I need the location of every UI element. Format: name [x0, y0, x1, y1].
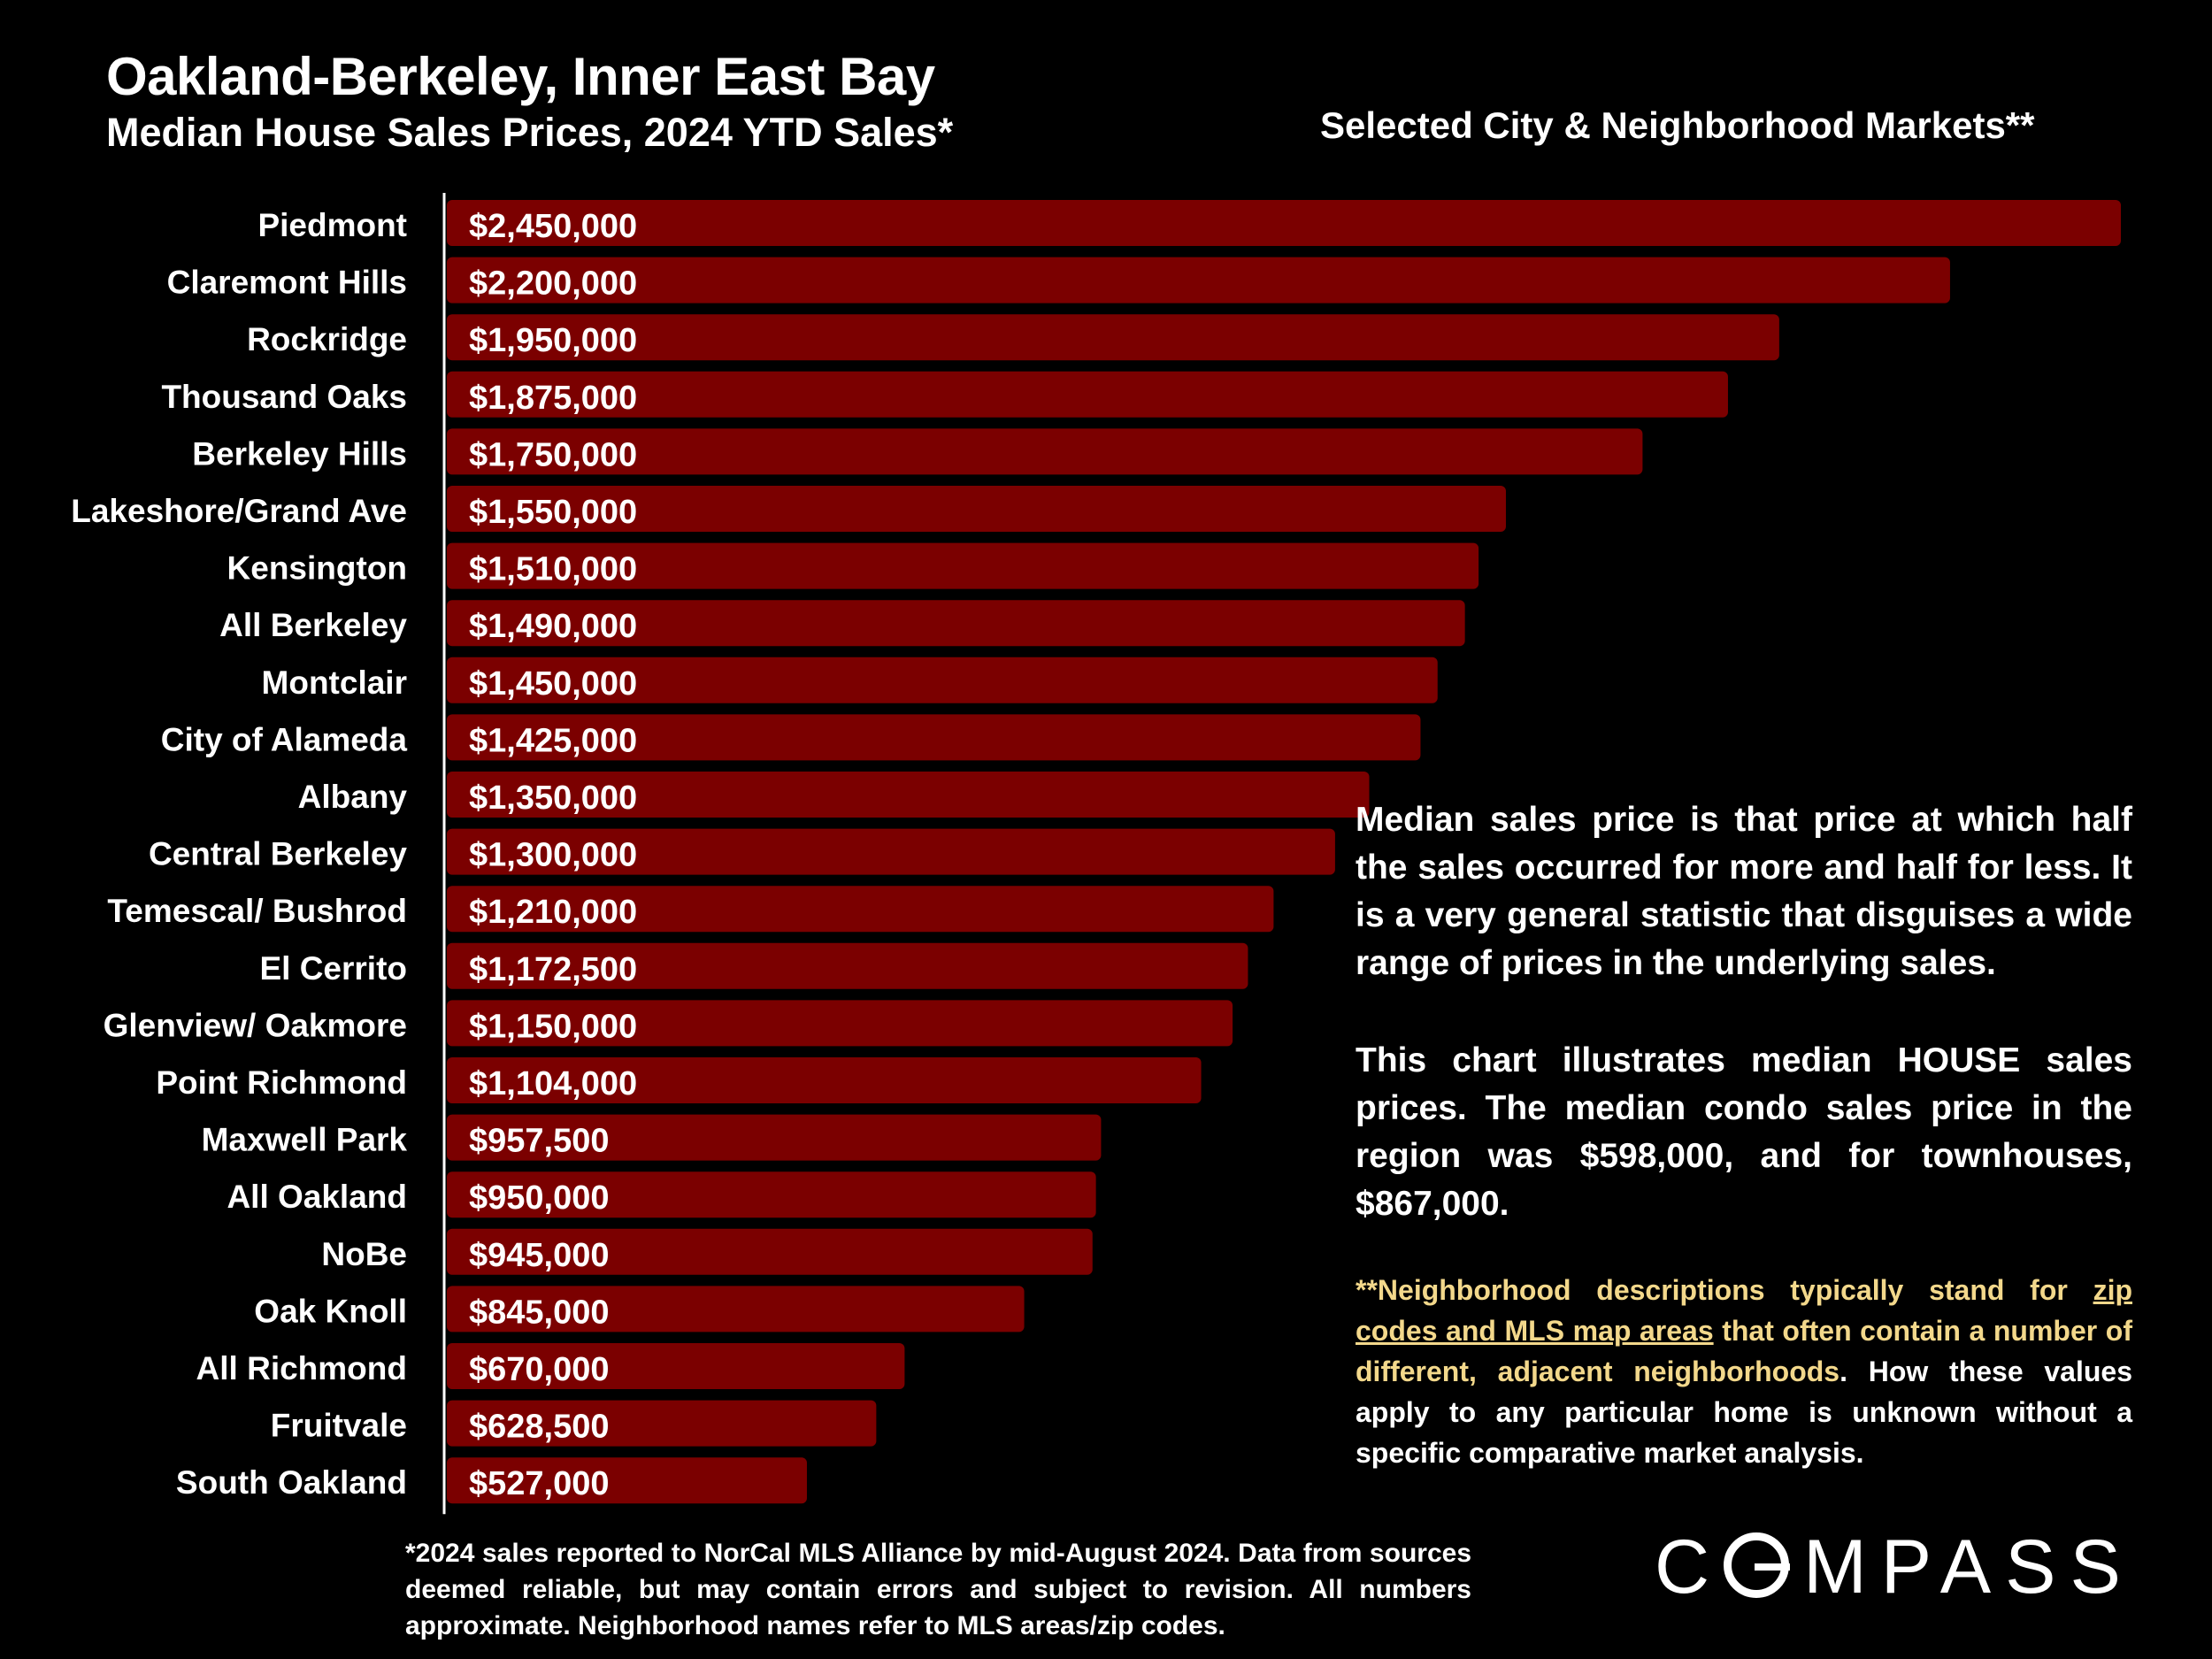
data-label: $2,450,000: [469, 208, 637, 245]
data-label: $2,200,000: [469, 265, 637, 303]
bar: [447, 1114, 1102, 1161]
footnote: *2024 sales reported to NorCal MLS Allia…: [405, 1539, 1471, 1640]
category-label: Berkeley Hills: [192, 435, 407, 472]
bar: [447, 542, 1479, 589]
data-label: $1,425,000: [469, 722, 637, 759]
category-label: City of Alameda: [161, 721, 408, 757]
data-label: $1,210,000: [469, 894, 637, 931]
bar: [447, 257, 1950, 303]
section-heading: Selected City & Neighborhood Markets**: [1320, 104, 2035, 146]
data-label: $628,500: [469, 1409, 610, 1446]
category-label: Oak Knoll: [254, 1293, 407, 1329]
neighborhood-note-part2: that often contain a number of different…: [1356, 1315, 2133, 1387]
category-label: Albany: [298, 779, 408, 815]
bar: [447, 714, 1421, 761]
bar: [447, 1457, 807, 1504]
data-label: $1,172,500: [469, 951, 637, 988]
house-price-note: This chart illustrates median HOUSE sale…: [1356, 1041, 2132, 1223]
bar: [447, 600, 1465, 647]
data-label: $1,104,000: [469, 1065, 637, 1102]
logo-o-icon: [1724, 1532, 1791, 1598]
bar: [447, 1343, 905, 1389]
logo-letter-c: C: [1655, 1525, 1724, 1609]
category-label: Point Richmond: [156, 1064, 407, 1101]
category-label: Temescal/ Bushrod: [107, 893, 407, 929]
category-label: Thousand Oaks: [161, 379, 407, 415]
data-label: $670,000: [469, 1351, 610, 1388]
bar: [447, 1400, 877, 1447]
bar: [447, 657, 1438, 703]
data-label: $1,450,000: [469, 665, 637, 703]
category-label: El Cerrito: [259, 950, 407, 987]
data-label: $957,500: [469, 1123, 610, 1160]
data-label: $1,510,000: [469, 551, 637, 588]
bar: [447, 828, 1335, 875]
data-label: $1,150,000: [469, 1008, 637, 1045]
category-label: Claremont Hills: [167, 265, 407, 301]
data-label: $845,000: [469, 1294, 610, 1331]
bar: [447, 428, 1643, 475]
category-label: Lakeshore/Grand Ave: [71, 493, 407, 529]
bar: [447, 886, 1274, 933]
category-label: Glenview/ Oakmore: [104, 1007, 407, 1043]
category-label: NoBe: [321, 1236, 407, 1272]
neighborhood-note-link[interactable]: zip codes and MLS map areas: [1356, 1274, 2132, 1347]
category-label: South Oakland: [176, 1464, 407, 1501]
neighborhood-note-part1: **Neighborhood descriptions typically st…: [1356, 1274, 2093, 1306]
bar: [447, 1000, 1233, 1047]
bar: [447, 942, 1248, 989]
category-label: Fruitvale: [271, 1408, 407, 1444]
chart-subtitle: Median House Sales Prices, 2024 YTD Sale…: [106, 110, 954, 155]
bar: [447, 1171, 1096, 1218]
data-label: $1,550,000: [469, 494, 637, 531]
data-label: $945,000: [469, 1237, 610, 1274]
data-label: $1,750,000: [469, 436, 637, 473]
data-label: $1,875,000: [469, 380, 637, 417]
category-label: All Berkeley: [219, 607, 407, 643]
category-label: Central Berkeley: [149, 836, 407, 872]
neighborhood-note: **Neighborhood descriptions typically st…: [1356, 1270, 2132, 1473]
data-label: $527,000: [469, 1465, 610, 1502]
bar-chart: Piedmont $2,450,000 Claremont Hills $2,200,…: [71, 193, 2121, 1515]
category-label: All Oakland: [227, 1179, 407, 1215]
median-definition-note: Median sales price is that price at whic…: [1356, 801, 2132, 982]
bar: [447, 1286, 1025, 1333]
data-label: $1,950,000: [469, 322, 637, 359]
category-label: Montclair: [262, 664, 407, 701]
bar: [447, 1228, 1093, 1275]
data-label: $950,000: [469, 1179, 610, 1217]
bar: [447, 486, 1506, 532]
category-label: Rockridge: [247, 321, 407, 357]
bar: [447, 1057, 1202, 1103]
logo-letters: MPASS: [1803, 1525, 2135, 1609]
bar: [447, 371, 1728, 418]
category-label: All Richmond: [196, 1350, 407, 1386]
bar: [447, 314, 1779, 361]
category-label: Kensington: [227, 550, 407, 587]
category-label: Piedmont: [257, 207, 407, 243]
neighborhood-note-part3: . How these values apply to any particul…: [1356, 1356, 2133, 1469]
data-label: $1,490,000: [469, 608, 637, 645]
bar: [447, 200, 2121, 246]
bar: [447, 772, 1370, 818]
category-label: Maxwell Park: [202, 1122, 408, 1158]
compass-logo: C MPASS: [1655, 1524, 2135, 1611]
data-label: $1,300,000: [469, 837, 637, 874]
data-label: $1,350,000: [469, 780, 637, 817]
chart-title: Oakland-Berkeley, Inner East Bay: [106, 47, 935, 106]
